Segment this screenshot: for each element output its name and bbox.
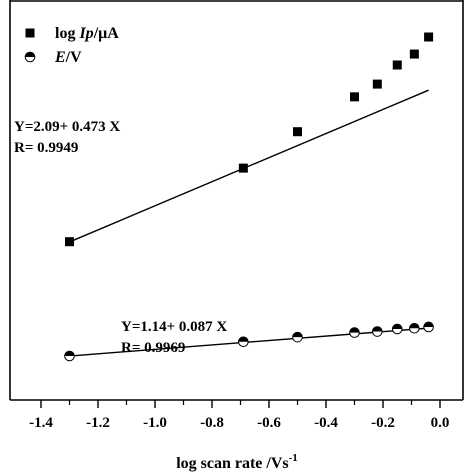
x-tick-label: 0.0: [431, 415, 450, 431]
data-point-series-1: [349, 327, 360, 338]
data-point-series-0: [392, 60, 402, 70]
fit-r-value: R= 0.9969: [121, 340, 185, 356]
data-point-series-1: [64, 350, 75, 362]
x-tick-label: -0.8: [200, 415, 224, 431]
marker-half-fill: [372, 326, 383, 332]
data-point-series-1: [238, 336, 249, 348]
x-tick-label: -0.4: [314, 415, 338, 431]
data-point-series-1: [423, 321, 434, 333]
data-point-series-1: [372, 326, 383, 337]
marker-half-fill: [238, 336, 249, 342]
marker-half-fill: [423, 322, 434, 327]
legend-marker: [24, 51, 36, 63]
data-point-series-0: [372, 79, 382, 89]
data-point-series-1: [409, 322, 420, 334]
legend: log Ip/μA E/V: [24, 25, 119, 66]
x-axis-title: log scan rate /Vs-1: [176, 452, 298, 472]
fit-equation: Y=1.14+ 0.087 X: [121, 319, 227, 335]
marker-half-fill: [64, 351, 75, 356]
fit-r-value: R= 0.9949: [14, 140, 78, 156]
x-tick-label: -1.2: [86, 415, 110, 431]
x-tick-label: -0.2: [371, 415, 395, 431]
fit-line-series-1: [69, 327, 429, 357]
marker-half-fill: [392, 324, 403, 330]
marker-half-fill: [292, 332, 303, 338]
marker-half-fill: [25, 52, 35, 57]
fit-line-series-0: [69, 89, 429, 243]
data-point-series-1: [292, 331, 303, 343]
fit-equation: Y=2.09+ 0.473 X: [14, 119, 120, 135]
marker-half-fill: [409, 323, 420, 329]
data-point-series-0: [65, 237, 74, 247]
data-point-series-0: [293, 127, 302, 137]
data-point-series-0: [409, 49, 419, 59]
annotations: Y=2.09+ 0.473 X R= 0.9949 Y=1.14+ 0.087 X R…: [14, 119, 227, 356]
data-point-series-0: [350, 92, 359, 102]
marker-half-fill: [349, 327, 360, 333]
axes: -1.4 -1.2 -1.0 -0.8 -0.6 -0.4 -0.2 0.0 log scan …: [9, 0, 464, 472]
legend-marker: [25, 28, 35, 38]
data-points: [64, 32, 434, 362]
data-point-series-0: [238, 163, 248, 173]
x-tick-label: -1.0: [143, 415, 167, 431]
legend-label: E/V: [54, 49, 82, 66]
legend-label: log Ip/μA: [55, 25, 119, 42]
fit-lines: [69, 89, 429, 357]
data-point-series-1: [391, 323, 403, 335]
x-tick-label: -0.6: [257, 415, 281, 431]
x-tick-label: -1.4: [29, 415, 53, 431]
data-point-series-0: [424, 32, 434, 42]
